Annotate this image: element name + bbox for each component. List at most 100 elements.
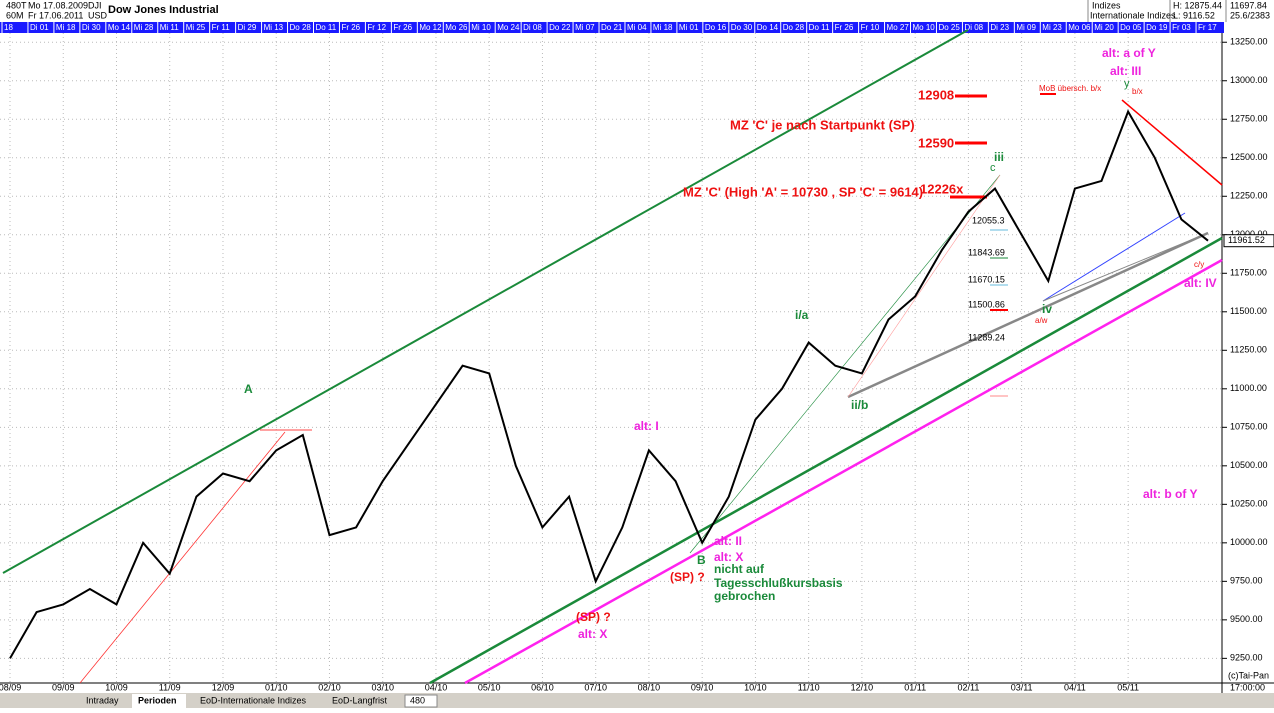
date-strip-label: Di 08: [523, 23, 542, 32]
annotation: 12908: [918, 87, 954, 102]
x-tick-label: 04/11: [1064, 682, 1086, 692]
annotation: 11500.86: [968, 299, 1005, 309]
date-strip-label: Fr 26: [341, 23, 360, 32]
toolbar: [0, 693, 1274, 708]
y-tick-label: 10250.00: [1230, 499, 1268, 509]
annotation: 11670.15: [968, 274, 1005, 284]
header-text: 25.6/2383: [1230, 10, 1270, 20]
x-tick-label: 07/10: [584, 682, 607, 692]
date-strip-label: Mi 18: [653, 23, 673, 32]
x-tick-label: 01/11: [904, 682, 926, 692]
x-tick-label: 05/11: [1117, 682, 1139, 692]
y-tick-label: 12000.00: [1230, 229, 1268, 239]
tab[interactable]: EoD-Internationale Indizes: [200, 695, 307, 705]
y-tick-label: 13000.00: [1230, 75, 1268, 85]
date-strip-label: Mi 20: [1094, 23, 1114, 32]
header-text: Indizes: [1092, 0, 1121, 10]
annotation: c: [990, 162, 996, 174]
date-strip-label: Fr 26: [835, 23, 854, 32]
header-text: 60M: [6, 10, 24, 20]
active-tab: [132, 694, 186, 708]
date-strip-label: Fr 11: [212, 23, 231, 32]
date-strip-label: Do 28: [783, 23, 805, 32]
annotation: iii: [994, 150, 1004, 164]
x-tick-label: 12/10: [851, 682, 874, 692]
trend-line: [1042, 232, 1209, 302]
header-text: 480T: [6, 0, 27, 10]
annotation: alt: a of Y: [1102, 46, 1156, 60]
header-text: Mo 17.08.2009: [28, 0, 88, 10]
annotation: 11289.24: [968, 332, 1005, 342]
trend-line: [847, 231, 1209, 399]
x-tick-label: 01/10: [265, 682, 288, 692]
annotation: A: [244, 382, 253, 396]
date-strip-label: Fr 17: [1198, 23, 1217, 32]
x-tick-label: 03/11: [1011, 682, 1033, 692]
date-strip-label: Do 19: [1146, 23, 1168, 32]
tab[interactable]: Intraday: [86, 695, 119, 705]
date-strip-label: Di 30: [82, 23, 101, 32]
tab[interactable]: EoD-Langfrist: [332, 695, 388, 705]
date-strip-label: 18: [4, 23, 13, 32]
annotation: (SP) ?: [576, 610, 611, 624]
date-strip-label: Mi 07: [575, 23, 595, 32]
tab[interactable]: Perioden: [138, 695, 177, 705]
x-tick-label: 09/10: [691, 682, 714, 692]
date-strip-label: Fr 26: [393, 23, 412, 32]
annotation: 12055.3: [972, 215, 1005, 225]
trend-line: [2, 29, 969, 574]
date-strip-label: Do 16: [705, 23, 727, 32]
trend-line: [464, 258, 1223, 685]
y-tick-label: 12250.00: [1230, 191, 1268, 201]
date-strip-label: Mi 01: [679, 23, 699, 32]
x-tick-label: 04/10: [425, 682, 448, 692]
x-axis-bar: [0, 683, 1274, 693]
interval-select[interactable]: [404, 694, 438, 708]
trend-line: [429, 236, 1223, 685]
date-strip-label: Do 14: [757, 23, 779, 32]
header-bar: [0, 0, 1274, 22]
date-strip-label: Di 29: [238, 23, 257, 32]
y-tick-label: 10750.00: [1230, 422, 1268, 432]
annotation: 12226x: [920, 181, 964, 196]
y-tick-label: 13250.00: [1230, 37, 1268, 47]
date-strip-label: Do 22: [549, 23, 571, 32]
x-tick-label: 11/10: [798, 682, 820, 692]
trend-line: [847, 174, 1001, 398]
date-strip-label: Do 30: [731, 23, 753, 32]
annotation: ii/b: [851, 398, 868, 412]
date-strip-label: Mi 11: [160, 23, 180, 32]
x-tick-label: 05/10: [478, 682, 501, 692]
annotation: alt: IV: [1184, 276, 1217, 290]
y-tick-label: 10000.00: [1230, 537, 1268, 547]
price-label: 11961.52: [1228, 235, 1265, 245]
annotation: alt: X: [714, 550, 743, 564]
date-strip-label: Fr 10: [861, 23, 880, 32]
x-tick-label: 12/09: [212, 682, 235, 692]
header-text: Internationale Indizes: [1090, 10, 1176, 20]
x-tick-label: 02/11: [957, 682, 979, 692]
y-tick-label: 9250.00: [1230, 653, 1263, 663]
y-tick-label: 9750.00: [1230, 576, 1263, 586]
date-strip-label: Mo 12: [419, 23, 442, 32]
date-strip-label: Di 23: [990, 23, 1009, 32]
x-tick-label: 10/09: [105, 682, 128, 692]
date-strip-label: Mo 27: [887, 23, 910, 32]
date-strip-label: Do 11: [809, 23, 830, 32]
date-strip-label: Di 08: [964, 23, 983, 32]
date-strip-label: Mi 28: [134, 23, 154, 32]
y-tick-label: 12500.00: [1230, 152, 1268, 162]
annotation: 12590: [918, 135, 954, 150]
y-tick-label: 11750.00: [1230, 268, 1267, 278]
date-strip-label: Do 05: [1120, 23, 1142, 32]
interval: 480: [410, 695, 425, 705]
y-tick-label: 10500.00: [1230, 460, 1268, 470]
date-strip-label: Do 25: [938, 23, 960, 32]
header-text: H: 12875.44: [1173, 0, 1222, 10]
annotation: Tagesschlußkursbasis: [714, 576, 843, 590]
y-tick-label: 9500.00: [1230, 614, 1263, 624]
date-strip-label: Mo 10: [913, 23, 936, 32]
chart-title: Dow Jones Industrial: [108, 4, 219, 16]
